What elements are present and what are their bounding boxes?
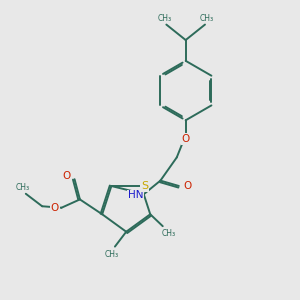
Text: O: O [182,134,190,144]
Text: S: S [141,181,148,191]
Text: HN: HN [128,190,143,200]
Text: O: O [51,203,59,213]
Text: O: O [183,181,191,191]
Text: CH₃: CH₃ [162,229,176,238]
Text: CH₃: CH₃ [200,14,214,22]
Text: CH₃: CH₃ [16,183,30,192]
Text: CH₃: CH₃ [158,14,172,22]
Text: O: O [62,171,70,181]
Text: CH₃: CH₃ [105,250,119,259]
